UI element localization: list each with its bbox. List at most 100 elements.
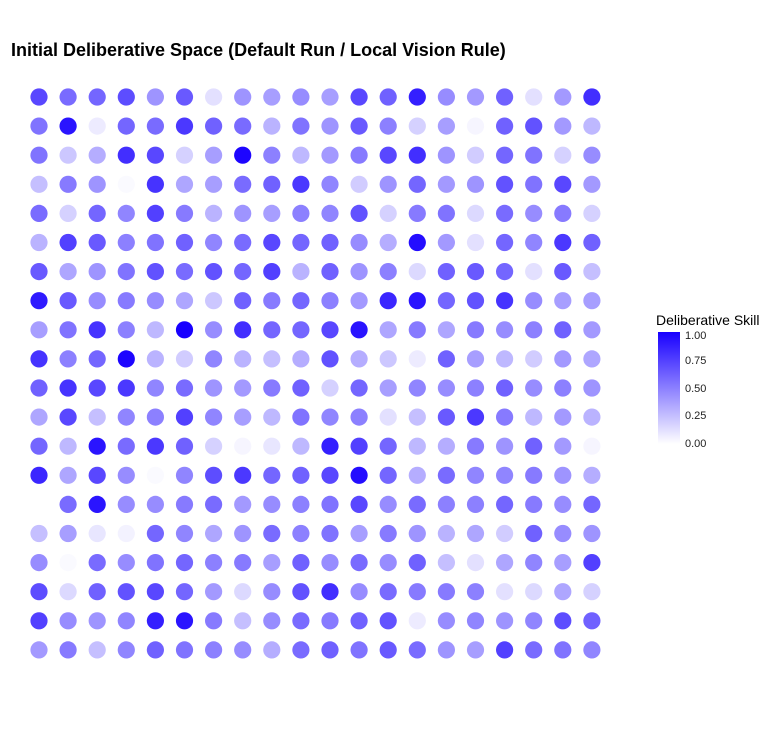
agent-dot xyxy=(292,175,310,193)
agent-dot xyxy=(554,524,572,543)
agent-dot xyxy=(59,641,77,659)
agent-dot xyxy=(466,350,485,368)
agent-dot xyxy=(205,408,223,426)
agent-dot xyxy=(205,495,223,513)
agent-dot xyxy=(205,88,223,106)
agent-dot xyxy=(146,583,164,601)
agent-dot xyxy=(205,233,223,252)
agent-dot xyxy=(525,263,543,281)
agent-dot xyxy=(583,408,601,426)
agent-dot xyxy=(321,583,339,601)
agent-dot xyxy=(88,641,106,659)
agent-dot xyxy=(350,233,368,252)
agent-dot xyxy=(117,321,135,339)
agent-dot xyxy=(205,437,223,455)
agent-dot xyxy=(146,554,164,572)
agent-dot xyxy=(59,495,77,513)
agent-dot xyxy=(554,146,572,164)
agent-dot xyxy=(321,612,339,630)
agent-dot xyxy=(554,379,572,397)
agent-dot xyxy=(263,641,281,659)
agent-dot xyxy=(583,350,601,368)
agent-dot xyxy=(379,233,397,252)
agent-dot xyxy=(583,379,601,397)
agent-dot xyxy=(554,292,572,310)
agent-dot xyxy=(234,583,252,601)
agent-dot xyxy=(292,321,310,339)
agent-dot xyxy=(88,146,106,164)
agent-dot xyxy=(175,554,194,572)
agent-dot xyxy=(466,641,485,659)
agent-dot xyxy=(263,146,281,164)
agent-dot xyxy=(379,583,397,601)
agent-dot xyxy=(234,233,252,252)
agent-dot xyxy=(263,263,281,281)
agent-dot xyxy=(408,350,426,368)
agent-dot xyxy=(146,321,164,339)
agent-dot xyxy=(292,88,310,106)
agent-dot xyxy=(408,88,426,106)
agent-dot xyxy=(379,437,397,455)
agent-dot xyxy=(117,263,135,281)
agent-dot xyxy=(117,495,135,513)
agent-dot xyxy=(146,495,164,513)
agent-dot xyxy=(59,204,77,222)
agent-dot xyxy=(88,379,106,397)
agent-dot xyxy=(437,233,455,252)
agent-dot xyxy=(583,233,601,252)
agent-dot xyxy=(379,204,397,222)
agent-dot xyxy=(234,350,252,368)
agent-dot xyxy=(554,204,572,222)
agent-dot xyxy=(205,466,223,484)
agent-dot xyxy=(350,408,368,426)
agent-dot xyxy=(408,146,426,164)
agent-dot xyxy=(321,117,339,135)
agent-dot xyxy=(30,204,48,222)
agent-dot xyxy=(554,495,572,513)
agent-dot xyxy=(30,292,48,310)
agent-dot xyxy=(175,146,194,164)
agent-dot xyxy=(437,524,455,543)
agent-dot xyxy=(88,437,106,455)
agent-dot xyxy=(175,88,194,106)
agent-dot xyxy=(292,204,310,222)
agent-dot xyxy=(379,495,397,513)
agent-dot xyxy=(466,292,485,310)
agent-dot xyxy=(350,88,368,106)
agent-dot xyxy=(321,466,339,484)
agent-dot xyxy=(117,350,135,368)
agent-dot xyxy=(408,466,426,484)
agent-dot xyxy=(146,233,164,252)
agent-dot xyxy=(583,466,601,484)
agent-dot xyxy=(146,466,164,484)
agent-dot xyxy=(146,175,164,193)
agent-dot xyxy=(59,263,77,281)
agent-dot xyxy=(583,437,601,455)
agent-dot xyxy=(88,233,106,252)
agent-dot xyxy=(205,292,223,310)
agent-dot xyxy=(59,524,77,543)
agent-dot xyxy=(88,175,106,193)
agent-dot xyxy=(205,583,223,601)
agent-dot xyxy=(379,263,397,281)
legend-tick-label: 0.00 xyxy=(685,438,707,450)
agent-dot xyxy=(583,204,601,222)
agent-dot xyxy=(263,524,281,543)
agent-dot xyxy=(30,466,48,484)
agent-dot xyxy=(496,379,514,397)
agent-dot xyxy=(234,524,252,543)
agent-dot xyxy=(437,88,455,106)
agent-dot xyxy=(321,495,339,513)
agent-dot xyxy=(30,379,48,397)
legend-tickmark xyxy=(658,444,662,445)
agent-dot xyxy=(496,321,514,339)
agent-dot xyxy=(117,466,135,484)
agent-dot xyxy=(496,466,514,484)
agent-dot xyxy=(350,321,368,339)
agent-dot xyxy=(30,263,48,281)
agent-dot xyxy=(350,146,368,164)
agent-dot xyxy=(379,379,397,397)
agent-dot xyxy=(379,612,397,630)
agent-dot xyxy=(350,612,368,630)
agent-dot xyxy=(234,292,252,310)
